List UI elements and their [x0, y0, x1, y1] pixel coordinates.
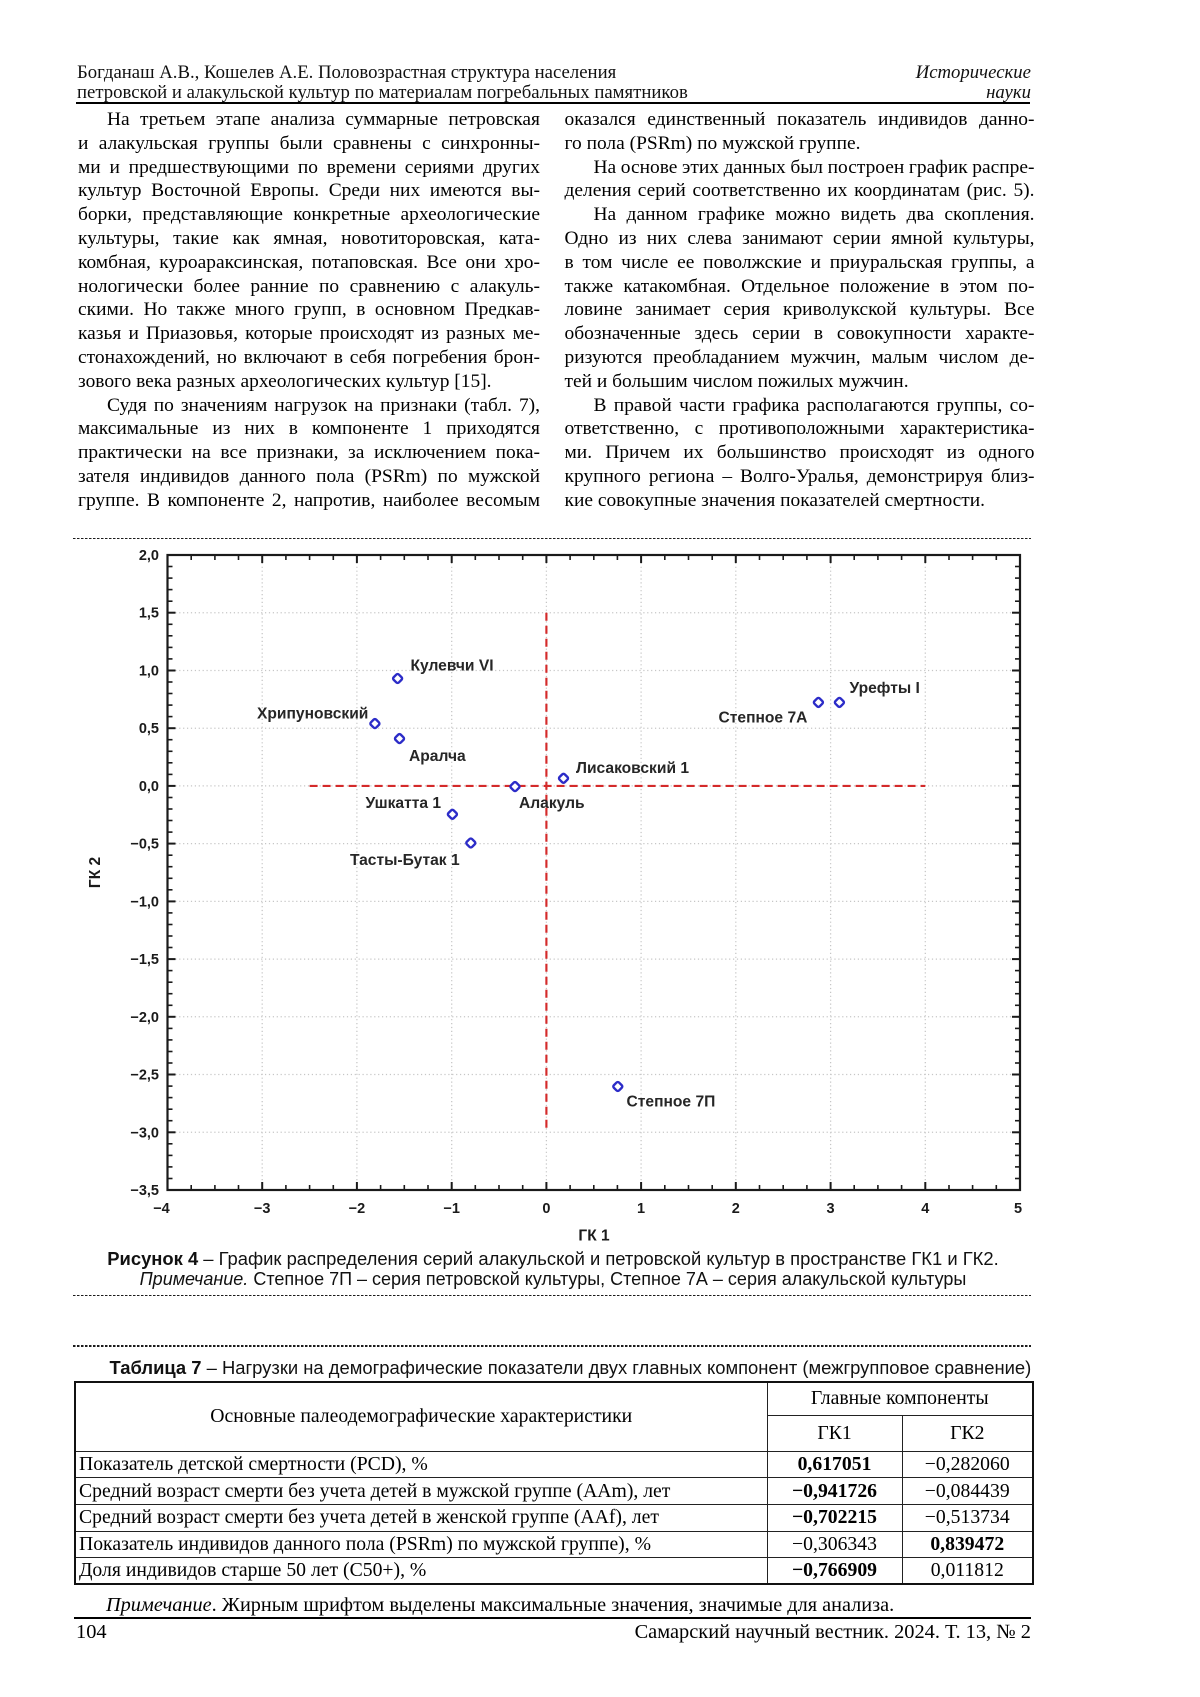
- svg-text:−1: −1: [443, 1201, 460, 1217]
- svg-text:5: 5: [1014, 1201, 1022, 1217]
- svg-text:Степное 7П: Степное 7П: [627, 1094, 716, 1111]
- svg-text:Степное 7А: Степное 7А: [719, 710, 808, 727]
- svg-text:1: 1: [637, 1201, 645, 1217]
- svg-text:4: 4: [921, 1201, 929, 1217]
- svg-text:Кулевчи VI: Кулевчи VI: [411, 658, 494, 675]
- svg-text:1,0: 1,0: [139, 664, 159, 680]
- svg-text:−0,5: −0,5: [130, 837, 159, 853]
- svg-text:0,0: 0,0: [139, 779, 159, 795]
- svg-text:−2,0: −2,0: [130, 1010, 159, 1026]
- svg-text:0,5: 0,5: [139, 721, 159, 737]
- svg-text:−1,0: −1,0: [130, 894, 159, 910]
- svg-text:ГК 2: ГК 2: [87, 857, 104, 888]
- svg-text:Лисаковский 1: Лисаковский 1: [576, 760, 689, 777]
- svg-text:−3,0: −3,0: [130, 1125, 159, 1141]
- svg-text:−3,5: −3,5: [130, 1183, 159, 1199]
- svg-text:Аралча: Аралча: [409, 748, 466, 765]
- svg-text:Алакуль: Алакуль: [519, 795, 585, 812]
- svg-text:2,0: 2,0: [139, 548, 159, 564]
- svg-text:1,5: 1,5: [139, 606, 159, 622]
- svg-text:−1,5: −1,5: [130, 952, 159, 968]
- svg-text:−4: −4: [153, 1201, 170, 1217]
- svg-text:Ушкатта 1: Ушкатта 1: [366, 795, 442, 812]
- svg-text:−2,5: −2,5: [130, 1068, 159, 1084]
- svg-text:0: 0: [542, 1201, 550, 1217]
- svg-text:Хрипуновский: Хрипуновский: [257, 706, 368, 723]
- svg-text:3: 3: [827, 1201, 835, 1217]
- svg-text:2: 2: [732, 1201, 740, 1217]
- svg-text:−3: −3: [254, 1201, 271, 1217]
- svg-text:ГК 1: ГК 1: [578, 1228, 610, 1245]
- svg-text:−2: −2: [349, 1201, 366, 1217]
- svg-text:Тасты-Бутак 1: Тасты-Бутак 1: [350, 852, 460, 869]
- svg-text:Урефты I: Урефты I: [850, 680, 920, 697]
